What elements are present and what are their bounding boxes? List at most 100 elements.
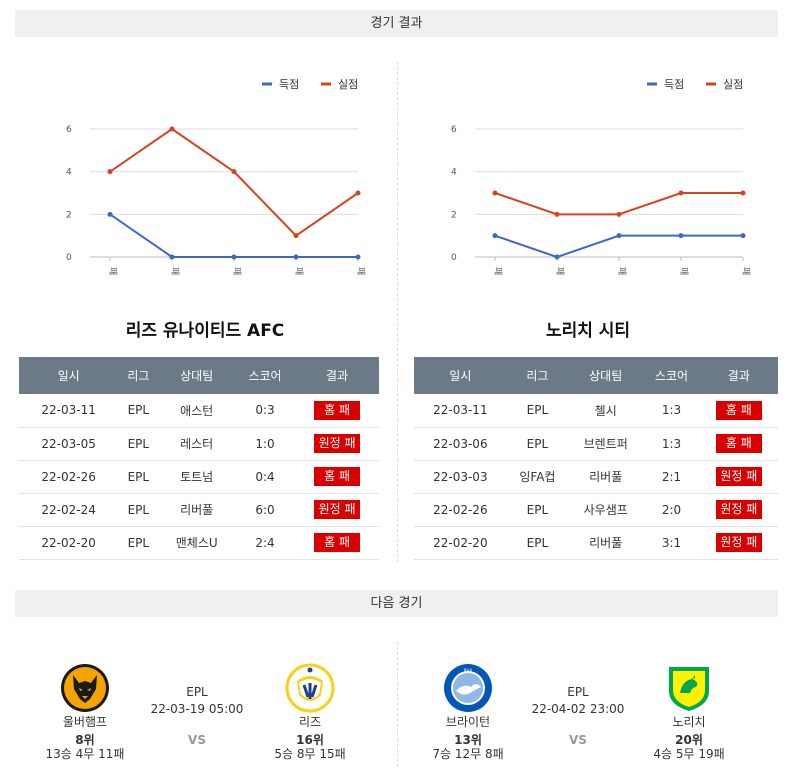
scored-point [492, 233, 498, 239]
cell-opponent: 리버풀 [568, 526, 644, 560]
table-row: 22-02-26 EPL 사우샘프 2:0 원정 패 [414, 493, 778, 527]
col-result: 결과 [295, 357, 379, 394]
col-result: 결과 [699, 357, 778, 394]
series-scored-line [109, 213, 358, 258]
cell-date: 22-03-11 [414, 394, 507, 428]
next-divider [397, 642, 398, 767]
scored-point [616, 233, 622, 239]
cell-opponent: 첼시 [568, 394, 644, 428]
series-conceded-line [109, 127, 359, 237]
scored-point [740, 233, 746, 239]
col-date: 일시 [19, 357, 119, 394]
series-scored-line [494, 234, 743, 259]
team-title-leeds: 리즈 유나이티드 AFC [125, 321, 285, 341]
x-tick-label: 패 [355, 267, 366, 275]
result-badge: 원정 패 [314, 500, 361, 519]
next-game-1: 울버햄프 8위 13승 4무 11패 EPL 22-03-19 05:00 VS… [15, 655, 395, 765]
results-table-leeds: 일시 리그 상대팀 스코어 결과 22-03-11 EPL 애스턴 0:3 홈 패 22-… [19, 357, 379, 560]
cell-date: 22-03-11 [19, 394, 119, 428]
col-score: 스코어 [643, 357, 700, 394]
cell-score: 2:1 [643, 460, 700, 494]
x-tick-label: 패 [554, 267, 565, 275]
table-row: 22-02-24 EPL 리버풀 6:0 원정 패 [19, 493, 379, 527]
legend-conceded-label: 실점 [338, 78, 358, 91]
cell-score: 0:4 [234, 460, 296, 494]
leeds-crest-icon [285, 663, 335, 713]
norwich-crest-icon [664, 663, 714, 713]
cell-score: 2:4 [234, 526, 296, 560]
cell-opponent: 레스터 [158, 427, 235, 461]
y-tick-label: 2 [66, 210, 72, 220]
next-section-title: 다음 경기 [15, 590, 778, 617]
y-tick-label: 2 [451, 210, 457, 220]
svg-text:BHA: BHA [464, 668, 473, 673]
result-badge: 홈 패 [314, 533, 361, 552]
table-header-row: 일시 리그 상대팀 스코어 결과 [414, 357, 778, 394]
match-league: EPL [186, 685, 208, 699]
result-badge: 원정 패 [715, 533, 762, 552]
chart-leeds: 득점 실점 6 4 2 0 패 패 패 패 패 [20, 62, 390, 282]
away-team-record: 4승 5무 19패 [653, 747, 725, 761]
cell-result: 홈 패 [295, 460, 379, 494]
y-tick-label: 6 [66, 125, 72, 135]
y-tick-label: 4 [451, 168, 457, 178]
vs-label: VS [569, 733, 587, 747]
conceded-point [231, 169, 237, 175]
legend-scored-label: 득점 [664, 78, 684, 91]
conceded-point [616, 211, 622, 217]
x-tick-label: 패 [293, 267, 304, 275]
cell-result: 홈 패 [699, 427, 778, 461]
cell-score: 6:0 [234, 493, 296, 527]
cell-league: EPL [506, 394, 569, 428]
table-row: 22-03-06 EPL 브렌트퍼 1:3 홈 패 [414, 427, 778, 461]
column-divider [397, 62, 398, 562]
cell-league: 잉FA컵 [506, 460, 569, 494]
home-team-name: 브라이턴 [445, 715, 491, 729]
cell-score: 3:1 [643, 526, 700, 560]
cell-league: EPL [118, 526, 159, 560]
col-opponent: 상대팀 [158, 357, 235, 394]
col-score: 스코어 [234, 357, 296, 394]
cell-result: 홈 패 [295, 394, 379, 428]
cell-opponent: 사우샘프 [568, 493, 644, 527]
scored-point [293, 254, 299, 260]
x-tick-label: 패 [231, 267, 242, 275]
cell-result: 홈 패 [295, 526, 379, 560]
table-row: 22-03-11 EPL 애스턴 0:3 홈 패 [19, 394, 379, 428]
cell-date: 22-02-26 [414, 493, 507, 527]
scored-point [231, 254, 237, 260]
x-tick-label: 패 [678, 267, 689, 275]
home-team-record: 13승 4무 11패 [45, 747, 125, 761]
cell-league: EPL [506, 493, 569, 527]
cell-league: EPL [118, 460, 159, 494]
brighton-crest-icon: BHA [443, 663, 493, 713]
conceded-point [107, 169, 113, 175]
cell-result: 원정 패 [295, 493, 379, 527]
result-badge: 홈 패 [715, 400, 762, 420]
x-tick-label: 패 [740, 267, 751, 275]
cell-score: 1:3 [643, 394, 700, 428]
cell-date: 22-03-03 [414, 460, 507, 494]
col-league: 리그 [118, 357, 159, 394]
cell-league: EPL [506, 427, 569, 461]
wolves-crest-icon [60, 663, 110, 713]
home-team-name: 울버햄프 [62, 715, 108, 729]
table-row: 22-03-11 EPL 첼시 1:3 홈 패 [414, 394, 778, 428]
legend-scored-label: 득점 [279, 78, 299, 91]
x-tick-label: 패 [492, 267, 503, 275]
table-header-row: 일시 리그 상대팀 스코어 결과 [19, 357, 379, 394]
cell-opponent: 리버풀 [568, 460, 644, 494]
result-badge: 원정 패 [715, 500, 762, 519]
cell-league: EPL [506, 526, 569, 560]
table-row: 22-03-03 잉FA컵 리버풀 2:1 원정 패 [414, 460, 778, 494]
team-title-norwich: 노리치 시티 [545, 321, 631, 341]
conceded-point [740, 190, 746, 196]
away-team-record: 5승 8무 15패 [274, 747, 346, 761]
cell-league: EPL [118, 394, 159, 428]
cell-opponent: 맨체스U [158, 526, 235, 560]
table-row: 22-03-05 EPL 레스터 1:0 원정 패 [19, 427, 379, 461]
results-section-title: 경기 결과 [15, 10, 778, 37]
x-tick-label: 패 [169, 267, 180, 275]
cell-league: EPL [118, 427, 159, 461]
conceded-point [355, 190, 361, 196]
